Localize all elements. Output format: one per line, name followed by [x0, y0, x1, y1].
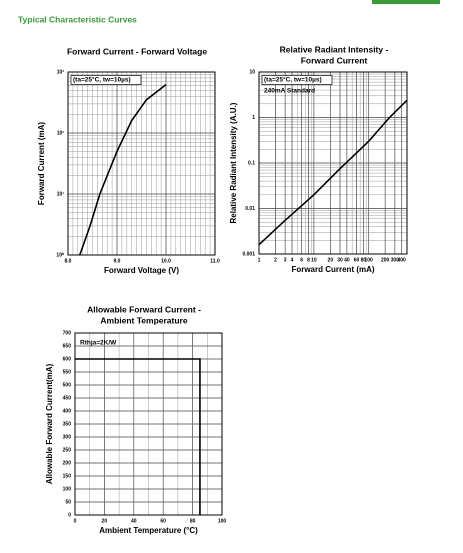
chart-title: Allowable Forward Current - [87, 304, 201, 314]
chart-title: Forward Current [301, 55, 368, 65]
x-tick-label: 2 [274, 257, 277, 263]
x-axis-label: Ambient Temperature (°C) [99, 526, 198, 535]
y-tick-label: 150 [63, 473, 72, 479]
y-tick-label: 200 [63, 460, 72, 466]
x-tick-label: 10.0 [161, 258, 171, 264]
y-axis-label: Relative Radiant Intensity (A.U.) [229, 102, 238, 223]
y-tick-label: 10¹ [57, 191, 65, 197]
curve [258, 99, 408, 246]
y-tick-label: 10⁰ [56, 252, 64, 258]
x-tick-label: 300 [391, 257, 400, 263]
y-tick-label: 50 [65, 499, 71, 505]
y-tick-label: 0.1 [248, 160, 255, 166]
y-tick-label: 10² [57, 130, 65, 136]
annotation: 240mA Standard [264, 88, 315, 95]
x-tick-label: 1 [258, 257, 261, 263]
x-tick-label: 20 [102, 518, 108, 524]
chart-title: Relative Radiant Intensity - [280, 44, 389, 54]
page-title: Typical Characteristic Curves [18, 14, 137, 24]
x-tick-label: 10 [311, 257, 317, 263]
x-tick-label: 60 [354, 257, 360, 263]
y-tick-label: 1 [252, 115, 255, 121]
x-tick-label: 400 [398, 257, 407, 263]
chart-title: Ambient Temperature [100, 315, 187, 325]
y-tick-label: 400 [63, 408, 72, 414]
x-tick-label: 3 [284, 257, 287, 263]
y-tick-label: 700 [63, 330, 72, 336]
curve [79, 84, 167, 256]
x-tick-label: 100 [364, 257, 373, 263]
x-tick-label: 6 [300, 257, 303, 263]
y-tick-label: 0 [68, 512, 71, 518]
y-tick-label: 250 [63, 447, 72, 453]
logo [372, 0, 440, 4]
x-tick-label: 9.0 [114, 258, 121, 264]
x-tick-label: 11.0 [210, 258, 220, 264]
plot-frame [67, 71, 216, 256]
x-tick-label: 0 [74, 518, 77, 524]
annotation: (ta=25°C, tw=10µs) [73, 76, 131, 84]
x-tick-label: 80 [190, 518, 196, 524]
x-tick-label: 8 [307, 257, 310, 263]
annotation: (ta=25°C, tw=10µs) [264, 76, 322, 84]
x-tick-label: 40 [344, 257, 350, 263]
x-axis-label: Forward Voltage (V) [104, 266, 179, 275]
y-tick-label: 300 [63, 434, 72, 440]
x-tick-label: 80 [361, 257, 367, 263]
y-axis-label: Allowable Forward Current(mA) [45, 363, 54, 484]
chart-title: Forward Current - Forward Voltage [67, 46, 207, 56]
annotation-box [261, 75, 333, 85]
x-tick-label: 40 [131, 518, 137, 524]
plot-frame [258, 71, 408, 255]
x-tick-label: 200 [381, 257, 390, 263]
x-tick-label: 100 [218, 518, 227, 524]
y-tick-label: 550 [63, 369, 72, 375]
y-tick-label: 650 [63, 343, 72, 349]
annotation-box [70, 75, 142, 85]
y-tick-label: 350 [63, 421, 72, 427]
x-tick-label: 4 [291, 257, 294, 263]
x-tick-label: 60 [160, 518, 166, 524]
y-tick-label: 10 [249, 69, 255, 75]
x-tick-label: 8.0 [65, 258, 72, 264]
curve [75, 358, 201, 515]
annotation: Rthja=2K/W [80, 340, 117, 347]
y-axis-label: Forward Current (mA) [37, 122, 46, 205]
y-tick-label: 500 [63, 382, 72, 388]
y-tick-label: 100 [63, 486, 72, 492]
x-axis-label: Forward Current (mA) [291, 265, 374, 274]
plot-frame [74, 332, 223, 516]
x-tick-label: 30 [337, 257, 343, 263]
y-tick-label: 0.01 [245, 206, 255, 212]
y-tick-label: 0.001 [242, 251, 255, 257]
y-tick-label: 600 [63, 356, 72, 362]
x-tick-label: 20 [328, 257, 334, 263]
y-tick-label: 450 [63, 395, 72, 401]
y-tick-label: 10³ [57, 69, 65, 75]
